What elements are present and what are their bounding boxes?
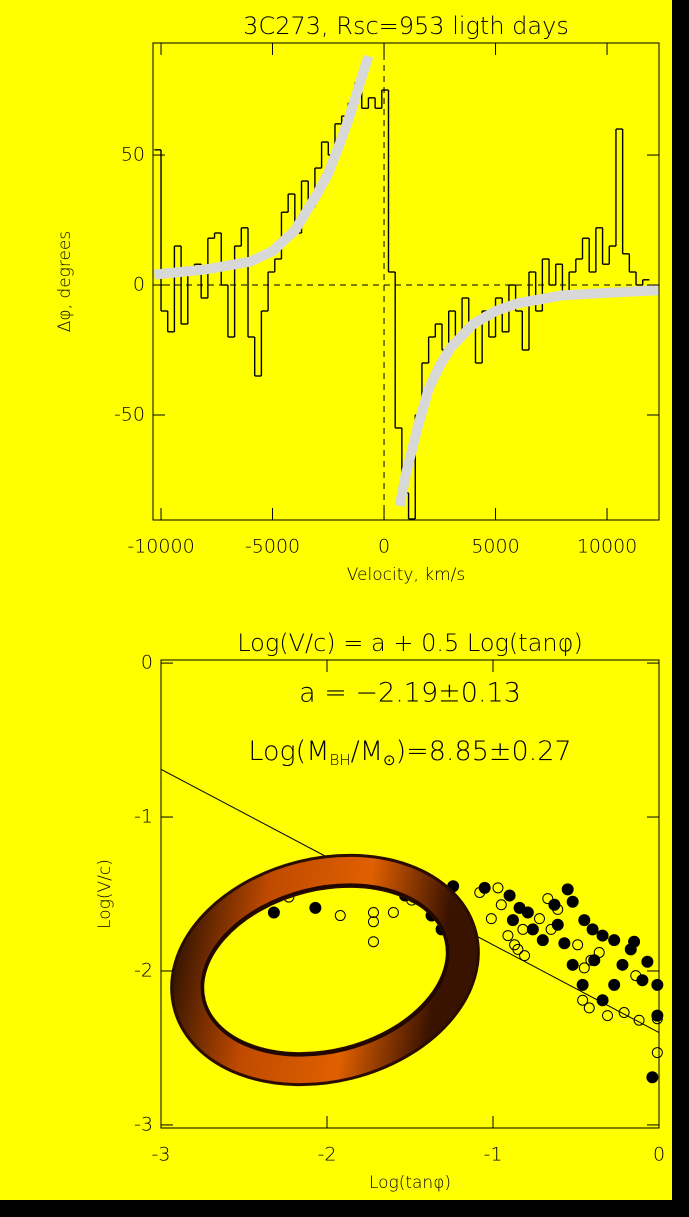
x-tick-label: -3 — [152, 1144, 171, 1166]
open-point — [367, 916, 379, 928]
open-point — [334, 910, 346, 922]
open-point — [492, 882, 504, 894]
mass-label-part: ⊙ — [383, 751, 396, 769]
filled-point — [309, 901, 322, 914]
x-tick-label: -1 — [484, 1144, 503, 1166]
filled-point — [536, 934, 549, 947]
chart-title: 3C273, Rsc=953 ligth days — [243, 12, 569, 40]
filled-point — [641, 955, 654, 968]
filled-point — [503, 889, 516, 902]
x-tick-label: -5000 — [245, 536, 300, 558]
x-tick-label: 0 — [653, 1144, 665, 1166]
open-point — [552, 903, 564, 915]
open-point — [474, 886, 486, 898]
filled-point — [521, 906, 534, 919]
open-point — [630, 970, 642, 982]
x-tick-label: -2 — [318, 1144, 337, 1166]
filled-point — [506, 914, 519, 927]
x-axis-label: Log(tanφ) — [369, 1173, 451, 1193]
plot-frame — [160, 659, 660, 1129]
mass-label-part: BH — [330, 751, 351, 769]
open-point — [593, 947, 605, 958]
open-point — [651, 1047, 663, 1059]
filled-point — [646, 1071, 659, 1084]
background — [0, 0, 672, 1200]
filled-point — [578, 914, 591, 927]
y-axis-label: Δφ, degrees — [55, 231, 75, 333]
open-point — [633, 1014, 645, 1026]
open-point — [502, 930, 514, 942]
mass-label-part: )=8.85±0.27 — [396, 736, 572, 767]
open-point — [387, 906, 399, 918]
open-point — [512, 943, 524, 955]
mass-label-part: /M — [351, 736, 383, 767]
open-point — [618, 1007, 630, 1019]
ring — [173, 856, 477, 1084]
x-tick-label: 5000 — [471, 536, 519, 558]
y-tick-label: -3 — [134, 1113, 153, 1135]
open-point — [545, 923, 557, 935]
y-tick-label: -2 — [134, 959, 153, 981]
open-point — [542, 893, 554, 905]
filled-point — [558, 937, 571, 950]
x-tick-label: 0 — [378, 536, 390, 558]
y-axis-label: Log(V/c) — [95, 859, 115, 929]
open-point — [651, 1013, 663, 1025]
open-point — [602, 1010, 614, 1022]
filled-point — [616, 958, 629, 971]
filled-point — [608, 934, 621, 947]
mass-label: Log(MBH/M⊙)=8.85±0.27 — [248, 736, 571, 769]
x-tick-label: -10000 — [127, 536, 194, 558]
mass-label-part: Log(M — [248, 736, 329, 767]
ring-edge — [200, 883, 450, 1057]
plot-frame — [152, 42, 660, 521]
open-point — [578, 962, 590, 974]
y-tick-label: -1 — [134, 806, 153, 828]
filled-point — [526, 923, 539, 936]
open-point — [367, 936, 379, 948]
filled-point — [651, 978, 664, 991]
open-point — [585, 954, 597, 966]
filled-point — [608, 978, 621, 991]
open-point — [577, 994, 589, 1006]
filled-point — [586, 923, 599, 936]
open-point — [533, 913, 545, 925]
annotation: a = −2.19±0.13 — [299, 678, 521, 709]
plots: -10000 -5000 0 5000 10000 -50 0 50 3C273, Rsc=95… — [55, 12, 665, 1193]
y-tick-label: -50 — [114, 403, 145, 425]
open-point — [495, 899, 507, 911]
open-point — [519, 950, 531, 962]
y-tick-label: 0 — [133, 274, 145, 296]
open-point — [485, 913, 497, 925]
filled-point — [566, 895, 579, 908]
filled-point — [267, 906, 280, 919]
open-point — [572, 939, 584, 951]
model-curve — [153, 54, 659, 507]
filled-point — [628, 935, 641, 948]
y-tick-label: 50 — [121, 144, 145, 166]
filled-point — [576, 978, 589, 991]
filled-point — [651, 1009, 664, 1022]
open-point — [517, 923, 529, 935]
filled-point — [596, 929, 609, 942]
plot-area — [153, 54, 659, 520]
open-point — [367, 906, 379, 918]
filled-point — [566, 958, 579, 971]
filled-point — [561, 883, 574, 896]
chart-title: Log(V/c) = a + 0.5 Log(tanφ) — [237, 629, 583, 657]
y-tick-label: 0 — [141, 652, 153, 674]
x-axis-label: Velocity, km/s — [347, 565, 466, 585]
filled-point — [596, 994, 609, 1007]
open-point — [583, 1002, 595, 1014]
x-tick-label: 10000 — [577, 536, 637, 558]
